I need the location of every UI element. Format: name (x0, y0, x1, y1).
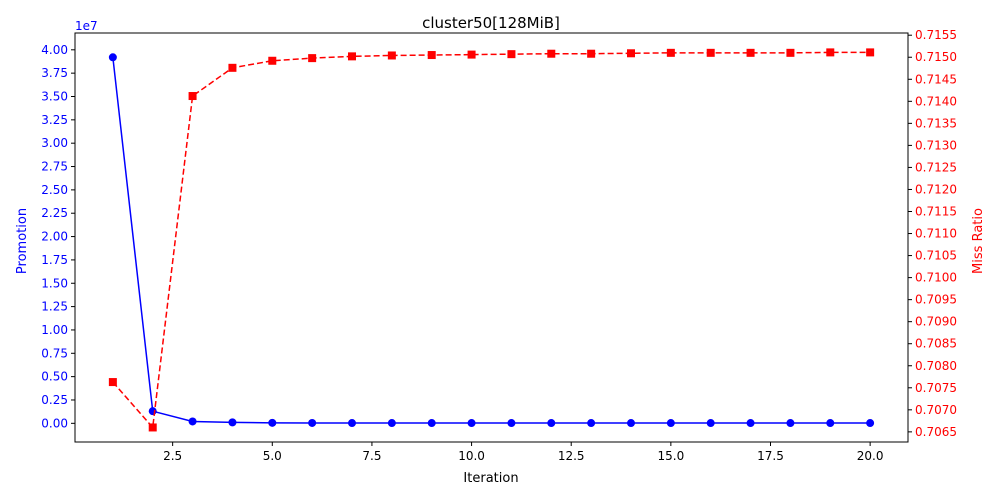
miss-ratio-point (507, 50, 516, 59)
x-tick-label: 17.5 (757, 449, 784, 463)
right-tick-label: 0.7125 (915, 160, 957, 174)
right-tick-label: 0.7115 (915, 204, 957, 218)
promotion-point (507, 419, 516, 428)
promotion-point (387, 419, 396, 428)
right-tick-label: 0.7095 (915, 293, 957, 307)
promotion-point (786, 419, 795, 428)
miss-ratio-point (626, 49, 635, 58)
right-tick-label: 0.7110 (915, 227, 957, 241)
right-tick-label: 0.7135 (915, 116, 957, 130)
miss-ratio-point (228, 63, 237, 72)
right-tick-label: 0.7090 (915, 315, 957, 329)
right-tick-label: 0.7065 (915, 425, 957, 439)
right-axis-ticks: 0.7065 0.7070 0.7075 0.7080 0.7085 0.7090 0.70… (908, 28, 957, 439)
right-tick-label: 0.7070 (915, 403, 957, 417)
miss-ratio-point (308, 54, 317, 63)
right-tick-label: 0.7100 (915, 271, 957, 285)
chart-title: cluster50[128MiB] (422, 14, 560, 32)
miss-ratio-series-line (112, 51, 871, 430)
x-tick-label: 2.5 (163, 449, 182, 463)
miss-ratio-point (387, 51, 396, 60)
right-tick-label: 0.7130 (915, 138, 957, 152)
left-tick-label: 2.25 (41, 206, 68, 220)
x-axis-label: Iteration (463, 471, 518, 486)
promotion-point (188, 417, 197, 426)
promotion-point (108, 53, 117, 62)
promotion-point (626, 419, 635, 428)
miss-ratio-point (826, 48, 835, 57)
promotion-point (348, 419, 357, 428)
left-tick-label: 0.25 (41, 393, 68, 407)
miss-ratio-point (148, 423, 157, 432)
miss-ratio-point (666, 48, 675, 57)
promotion-point (148, 407, 157, 416)
promotion-point (228, 418, 237, 427)
right-tick-label: 0.7120 (915, 182, 957, 196)
miss-ratio-point (108, 378, 117, 387)
x-tick-label: 10.0 (458, 449, 485, 463)
left-tick-label: 1.00 (41, 323, 68, 337)
left-tick-label: 1.25 (41, 300, 68, 314)
miss-ratio-point (746, 48, 755, 57)
left-tick-label: 3.00 (41, 136, 68, 150)
right-tick-label: 0.7140 (915, 94, 957, 108)
left-tick-label: 0.50 (41, 370, 68, 384)
miss-ratio-point (866, 48, 875, 57)
x-tick-label: 7.5 (362, 449, 381, 463)
left-tick-label: 3.75 (41, 66, 68, 80)
miss-ratio-point (348, 52, 357, 61)
right-tick-label: 0.7155 (915, 28, 957, 42)
right-tick-label: 0.7145 (915, 72, 957, 86)
promotion-point (268, 418, 277, 427)
right-tick-label: 0.7105 (915, 249, 957, 263)
miss-ratio-point (706, 48, 715, 57)
left-tick-label: 2.00 (41, 230, 68, 244)
left-axis-offset-label: 1e7 (75, 19, 98, 33)
x-axis-ticks: 2.5 5.0 7.5 10.0 12.5 15.0 17.5 20.0 (163, 442, 883, 463)
left-tick-label: 3.50 (41, 89, 68, 103)
promotion-point (308, 418, 317, 427)
left-axis-ticks: 0.00 0.25 0.50 0.75 1.00 1.25 1.50 1.75 2.00 2.25… (41, 43, 75, 430)
left-axis-label: Promotion (15, 208, 30, 274)
promotion-point (547, 419, 556, 428)
right-axis-label: Miss Ratio (971, 208, 986, 274)
miss-ratio-point (427, 51, 436, 60)
left-tick-label: 0.75 (41, 346, 68, 360)
promotion-point (746, 419, 755, 428)
left-tick-label: 1.75 (41, 253, 68, 267)
x-tick-label: 5.0 (263, 449, 282, 463)
x-tick-label: 12.5 (558, 449, 585, 463)
promotion-point (706, 419, 715, 428)
right-tick-label: 0.7080 (915, 359, 957, 373)
miss-ratio-point (587, 49, 596, 58)
left-tick-label: 3.25 (41, 113, 68, 127)
promotion-point (467, 419, 476, 428)
plot-background (75, 33, 908, 442)
left-tick-label: 1.50 (41, 276, 68, 290)
series-layer (108, 48, 875, 432)
promotion-point (587, 419, 596, 428)
promotion-point (666, 419, 675, 428)
promotion-point (866, 419, 875, 428)
left-tick-label: 2.50 (41, 183, 68, 197)
right-tick-label: 0.7085 (915, 337, 957, 351)
right-tick-label: 0.7075 (915, 381, 957, 395)
x-tick-label: 15.0 (657, 449, 684, 463)
miss-ratio-point (188, 92, 197, 101)
right-tick-label: 0.7150 (915, 50, 957, 64)
miss-ratio-point (786, 48, 795, 57)
promotion-point (427, 419, 436, 428)
miss-ratio-point (547, 49, 556, 58)
left-tick-label: 4.00 (41, 43, 68, 57)
promotion-series-line (112, 57, 871, 424)
x-tick-label: 20.0 (857, 449, 884, 463)
miss-ratio-point (268, 56, 277, 65)
miss-ratio-point (467, 50, 476, 59)
left-tick-label: 2.75 (41, 160, 68, 174)
left-tick-label: 0.00 (41, 416, 68, 430)
promotion-point (826, 419, 835, 428)
plot-frame (74, 32, 909, 443)
